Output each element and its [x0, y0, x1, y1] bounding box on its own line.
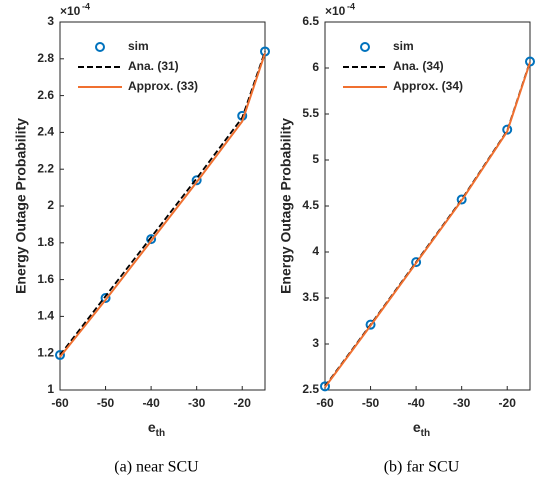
x-tick-label: -60	[316, 396, 334, 410]
x-label: eth	[413, 419, 430, 439]
y-multiplier: ×10	[60, 4, 81, 18]
y-tick-label: 3.5	[302, 290, 319, 304]
y-tick-label: 4.5	[302, 198, 319, 212]
y-tick-label: 2.4	[37, 125, 54, 139]
y-tick-label: 5	[312, 152, 319, 166]
sim-marker	[411, 257, 422, 268]
sim-marker	[146, 234, 157, 245]
legend-label: sim	[128, 39, 149, 53]
y-tick-label: 1.2	[37, 345, 54, 359]
y-multiplier-exp: -4	[347, 1, 355, 11]
caption: (b) far SCU	[384, 459, 460, 476]
axes-box	[59, 21, 266, 391]
legend-marker	[360, 42, 370, 52]
x-label: eth	[148, 419, 165, 439]
y-tick-label: 1.6	[37, 272, 54, 286]
x-tick-label: -20	[499, 396, 517, 410]
sim-marker	[191, 175, 202, 186]
series-line	[59, 52, 266, 358]
sim-marker	[365, 319, 376, 330]
y-tick-label: 2	[47, 198, 54, 212]
sim-marker	[456, 194, 467, 205]
caption: (a) near SCU	[114, 459, 199, 476]
x-label-sub: th	[421, 428, 430, 439]
y-label: Energy Outage Probability	[13, 118, 29, 294]
sim-marker	[100, 293, 111, 303]
x-label-main: e	[413, 419, 421, 435]
x-label-sub: th	[156, 428, 165, 439]
x-tick-label: -60	[51, 396, 69, 410]
y-tick-label: 4	[312, 244, 319, 258]
x-tick-label: -40	[142, 396, 160, 410]
sim-marker	[502, 124, 513, 135]
sim-marker	[55, 350, 65, 361]
x-tick-label: -50	[362, 396, 380, 410]
y-tick-label: 6.5	[302, 14, 319, 28]
legend-label: Approx. (34)	[393, 79, 463, 93]
legend-label: Ana. (31)	[128, 59, 179, 73]
legend-label: Approx. (33)	[128, 79, 198, 93]
series-line	[59, 51, 266, 356]
x-tick-label: -30	[188, 396, 206, 410]
series-line	[324, 61, 531, 387]
x-label-main: e	[148, 419, 156, 435]
legend-label: sim	[393, 39, 414, 53]
x-tick-label: -50	[97, 396, 115, 410]
axes-box	[324, 21, 531, 391]
y-tick-label: 3	[312, 336, 319, 350]
y-tick-label: 2.5	[302, 382, 319, 396]
series-line	[324, 62, 531, 388]
y-tick-label: 3	[47, 14, 54, 28]
legend-label: Ana. (34)	[393, 59, 444, 73]
x-tick-label: -40	[407, 396, 425, 410]
x-tick-label: -30	[453, 396, 471, 410]
y-multiplier: ×10	[325, 4, 346, 18]
y-tick-label: 2.8	[37, 51, 54, 65]
x-tick-label: -20	[234, 396, 252, 410]
y-multiplier-exp: -4	[82, 1, 90, 11]
y-label: Energy Outage Probability	[278, 118, 294, 294]
legend-marker	[95, 42, 105, 52]
y-tick-label: 2.6	[37, 88, 54, 102]
sim-marker	[320, 381, 330, 392]
y-tick-label: 2.2	[37, 161, 54, 175]
y-tick-label: 5.5	[302, 106, 319, 120]
y-tick-label: 1.8	[37, 235, 54, 249]
y-tick-label: 1.4	[37, 309, 54, 323]
y-tick-label: 6	[312, 60, 319, 74]
y-tick-label: 1	[47, 382, 54, 396]
